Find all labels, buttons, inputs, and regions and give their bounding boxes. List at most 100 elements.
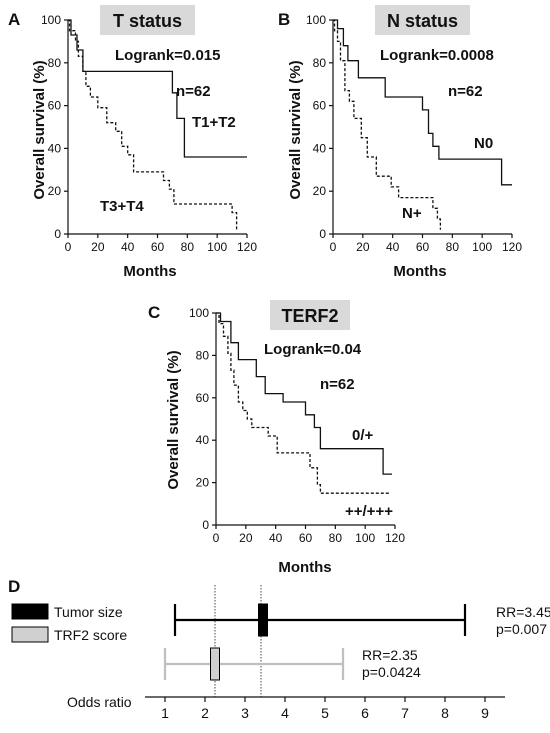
panel-letter-d: D <box>8 577 20 596</box>
x-tick-label-a: 40 <box>121 240 135 254</box>
panel-letter-a: A <box>8 10 20 29</box>
y-tick-label-b: 20 <box>313 184 327 198</box>
y-tick-label-a: 0 <box>54 227 61 241</box>
x-tick-label-b: 120 <box>502 240 522 254</box>
y-tick-label-b: 60 <box>313 99 327 113</box>
panel-d: D Tumor size TRF2 score Odds ratio RR=3.… <box>8 577 550 721</box>
series-label-n0: N0 <box>474 135 493 152</box>
axes-b: 0 20 40 60 80 100 120 0 20 40 60 80 100 <box>306 13 522 254</box>
chart-title-c: TERF2 <box>281 306 338 326</box>
title-box-a <box>100 5 195 35</box>
y-tick-label-c: 80 <box>196 348 210 362</box>
y-tick-label-a: 60 <box>48 99 62 113</box>
forest-x-tick-label: 5 <box>321 705 329 721</box>
axes-c: 0 20 40 60 80 100 120 0 20 40 60 80 100 <box>189 306 405 545</box>
p-label-tumor-size: p=0.007 <box>496 621 547 637</box>
n-label-a: n=62 <box>176 83 211 100</box>
y-axis-label-b: Overall survival (%) <box>287 60 304 199</box>
x-axis-label-d: Odds ratio <box>67 694 132 710</box>
forest-estimate-box-1 <box>210 647 220 681</box>
x-tick-label-c: 60 <box>299 531 313 545</box>
panel-letter-b: B <box>278 10 290 29</box>
x-tick-label-a: 0 <box>65 240 72 254</box>
x-tick-label-b: 20 <box>356 240 370 254</box>
logrank-label-a: Logrank=0.015 <box>115 47 220 64</box>
forest-x-tick-label: 4 <box>281 705 289 721</box>
x-tick-label-c: 100 <box>355 531 375 545</box>
y-tick-label-a: 40 <box>48 141 62 155</box>
survival-curve-b-1 <box>333 19 442 230</box>
forest-estimate-box-0 <box>258 603 268 637</box>
panel-c: C TERF2 Logrank=0.04 n=62 0/+ ++/+++ 0 20… <box>148 300 405 576</box>
n-label-c: n=62 <box>320 376 355 393</box>
y-tick-label-c: 20 <box>196 476 210 490</box>
x-axis-label-b: Months <box>393 263 446 280</box>
curves-a <box>68 19 247 230</box>
logrank-label-b: Logrank=0.0008 <box>380 47 494 64</box>
y-tick-label-a: 20 <box>48 184 62 198</box>
x-tick-label-b: 80 <box>446 240 460 254</box>
x-axis-label-a: Months <box>123 263 176 280</box>
x-tick-label-c: 0 <box>213 531 220 545</box>
y-tick-label-a: 100 <box>41 13 61 27</box>
chart-title-a: T status <box>113 11 182 31</box>
series-label-t1t2: T1+T2 <box>192 114 236 131</box>
x-tick-label-a: 60 <box>151 240 165 254</box>
survival-curve-b-0 <box>333 19 512 186</box>
curves-c <box>216 312 392 494</box>
title-box-b <box>375 5 470 35</box>
survival-curve-a-0 <box>68 19 247 158</box>
forest-x-tick-label: 6 <box>361 705 369 721</box>
forest-x-tick-label: 7 <box>401 705 409 721</box>
forest-x-tick-label: 2 <box>201 705 209 721</box>
x-tick-label-a: 100 <box>207 240 227 254</box>
legend-swatch-tumor-size <box>11 603 49 620</box>
series-label-plusplus: ++/+++ <box>345 503 393 520</box>
x-tick-label-c: 80 <box>329 531 343 545</box>
p-label-trf2: p=0.0424 <box>362 664 421 680</box>
title-box-c <box>270 300 350 330</box>
x-tick-label-b: 0 <box>330 240 337 254</box>
panel-letter-c: C <box>148 303 160 322</box>
y-tick-label-b: 80 <box>313 56 327 70</box>
x-tick-label-b: 40 <box>386 240 400 254</box>
logrank-label-c: Logrank=0.04 <box>264 341 362 358</box>
n-label-b: n=62 <box>448 83 483 100</box>
x-axis-label-c: Months <box>278 559 331 576</box>
x-tick-label-c: 40 <box>269 531 283 545</box>
y-tick-label-c: 40 <box>196 433 210 447</box>
legend-swatch-trf2 <box>11 626 49 643</box>
forest-x-tick-label: 1 <box>161 705 169 721</box>
legend-label-trf2: TRF2 score <box>54 627 127 643</box>
y-axis-label-a: Overall survival (%) <box>31 60 48 199</box>
axes-a: 0 20 40 60 80 100 120 0 20 40 60 80 100 <box>41 13 257 254</box>
y-tick-label-b: 100 <box>306 13 326 27</box>
x-tick-label-c: 20 <box>239 531 253 545</box>
y-tick-label-b: 40 <box>313 141 327 155</box>
panel-b: B N status Logrank=0.0008 n=62 N0 N+ 0 20… <box>278 5 522 280</box>
chart-title-b: N status <box>387 11 458 31</box>
curves-b <box>333 19 512 230</box>
y-tick-label-a: 80 <box>48 56 62 70</box>
rr-label-tumor-size: RR=3.45 <box>496 604 550 620</box>
x-tick-label-b: 100 <box>472 240 492 254</box>
y-axis-label-c: Overall survival (%) <box>165 350 182 489</box>
x-tick-label-b: 60 <box>416 240 430 254</box>
x-tick-label-c: 120 <box>385 531 405 545</box>
forest-x-tick-label: 3 <box>241 705 249 721</box>
y-tick-label-c: 100 <box>189 306 209 320</box>
rr-label-trf2: RR=2.35 <box>362 647 418 663</box>
series-label-0plus: 0/+ <box>352 427 374 444</box>
panel-a: A T status Logrank=0.015 n=62 T1+T2 T3+T… <box>8 5 257 280</box>
forest-plot: 1 2 3 4 5 6 7 8 9 <box>145 585 505 721</box>
y-tick-label-c: 0 <box>202 518 209 532</box>
x-tick-label-a: 120 <box>237 240 257 254</box>
x-tick-label-a: 80 <box>181 240 195 254</box>
legend-label-tumor-size: Tumor size <box>54 604 123 620</box>
y-tick-label-b: 0 <box>319 227 326 241</box>
forest-x-tick-label: 8 <box>441 705 449 721</box>
series-label-t3t4: T3+T4 <box>100 198 144 215</box>
forest-x-tick-label: 9 <box>481 705 489 721</box>
x-tick-label-a: 20 <box>91 240 105 254</box>
